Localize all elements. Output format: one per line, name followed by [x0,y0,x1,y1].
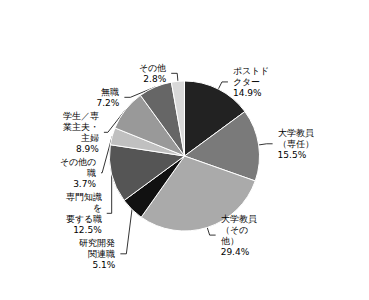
svg-text:5.1%: 5.1% [92,260,115,270]
svg-text:学生／専: 学生／専 [63,111,99,121]
svg-text:他）: 他） [221,236,239,246]
svg-text:その他の: その他の [60,157,96,167]
svg-text:クター: クター [233,77,260,87]
svg-text:職: 職 [87,168,96,178]
svg-text:15.5%: 15.5% [278,150,307,160]
svg-text:その他: その他 [139,63,166,73]
svg-text:2.8%: 2.8% [143,74,166,84]
svg-text:無職: 無職 [101,87,119,97]
svg-text:8.9%: 8.9% [76,144,99,154]
svg-text:（その: （その [221,225,248,235]
svg-text:業主夫・: 業主夫・ [63,122,99,132]
svg-text:専門知識: 専門知識 [66,192,102,202]
svg-text:14.9%: 14.9% [233,88,262,98]
svg-text:大学教員: 大学教員 [221,214,257,224]
svg-text:3.7%: 3.7% [73,179,96,189]
svg-text:要する職: 要する職 [66,214,102,224]
svg-text:主婦: 主婦 [81,133,99,143]
svg-text:関連職: 関連職 [88,249,115,259]
svg-text:（専任）: （専任） [278,139,314,149]
svg-text:ポストド: ポストド [233,66,269,76]
svg-text:7.2%: 7.2% [97,98,120,108]
svg-text:を: を [93,203,102,213]
svg-text:29.4%: 29.4% [221,247,250,257]
svg-text:大学教員: 大学教員 [278,128,314,138]
svg-text:12.5%: 12.5% [73,225,102,235]
svg-text:研究開発: 研究開発 [79,238,115,248]
